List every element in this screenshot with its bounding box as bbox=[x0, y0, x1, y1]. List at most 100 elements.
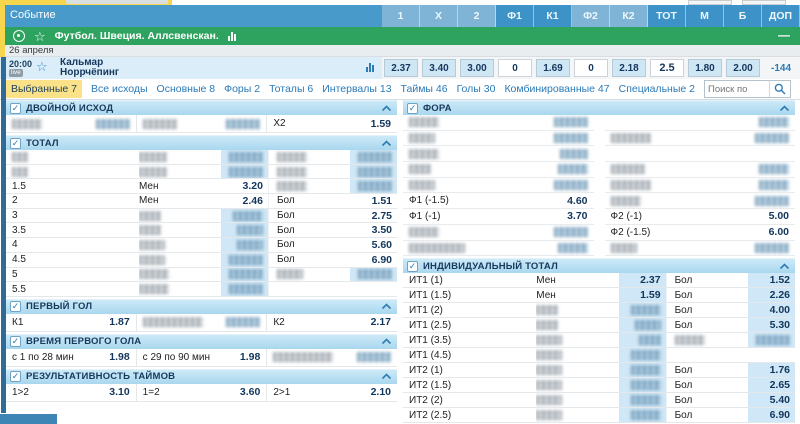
outcome-label[interactable]: Бол bbox=[665, 378, 748, 393]
section-checkbox[interactable]: ✓ bbox=[10, 301, 21, 313]
odds-column-header-Ф2[interactable]: Ф2 bbox=[572, 5, 610, 27]
event-teams[interactable]: Кальмар Норрчёпинг bbox=[60, 58, 119, 78]
tab-Основные 8[interactable]: Основные 8 bbox=[156, 83, 216, 95]
odd-value[interactable]: 1.76 bbox=[747, 363, 795, 378]
event-odd-cell[interactable]: 2.5 bbox=[650, 59, 684, 77]
league-title[interactable]: Футбол. Швеция. Аллсвенскан. bbox=[54, 30, 219, 42]
outcome-label[interactable]: ИТ2 (1.5) bbox=[409, 379, 452, 391]
event-odd-cell[interactable]: 2.00 bbox=[726, 59, 760, 77]
outcome-label[interactable]: К1 bbox=[12, 316, 24, 328]
odds-column-header-X[interactable]: X bbox=[420, 5, 458, 27]
odd-value[interactable]: 5.30 bbox=[747, 318, 795, 333]
tab-Форы 2[interactable]: Форы 2 bbox=[224, 83, 261, 95]
outcome-label[interactable]: ИТ2 (2) bbox=[409, 394, 443, 406]
outcome-label[interactable]: ИТ2 (2.5) bbox=[409, 409, 452, 421]
odd-value[interactable]: 4.60 bbox=[567, 194, 588, 207]
odd-value[interactable]: 3.20 bbox=[242, 180, 263, 193]
tab-Таймы 46[interactable]: Таймы 46 bbox=[400, 83, 448, 95]
collapse-chevron-icon[interactable] bbox=[381, 338, 392, 345]
odds-column-header-Ф1[interactable]: Ф1 bbox=[496, 5, 534, 27]
event-odd-cell[interactable]: 0 bbox=[498, 59, 532, 77]
outcome-label[interactable]: Ф2 (-1) bbox=[610, 210, 643, 222]
event-odd-cell[interactable]: 0 bbox=[574, 59, 608, 77]
tab-Специальные 2[interactable]: Специальные 2 bbox=[618, 83, 695, 95]
tab-Интервалы 13[interactable]: Интервалы 13 bbox=[322, 83, 392, 95]
outcome-label[interactable]: Бол bbox=[267, 194, 350, 208]
odd-value[interactable]: 2.37 bbox=[618, 273, 666, 288]
stats-icon[interactable] bbox=[227, 31, 236, 41]
outcome-label[interactable]: 1.5 bbox=[12, 180, 26, 192]
collapse-chevron-icon[interactable] bbox=[381, 373, 392, 380]
odd-value[interactable]: 6.90 bbox=[747, 408, 795, 423]
collapse-league-button[interactable]: — bbox=[778, 28, 790, 42]
outcome-label[interactable]: ИТ1 (4.5) bbox=[409, 349, 452, 361]
collapse-chevron-icon[interactable] bbox=[381, 303, 392, 310]
outcome-label[interactable]: Бол bbox=[267, 252, 350, 267]
odds-column-header-К2[interactable]: К2 bbox=[610, 5, 648, 27]
odds-column-header-2[interactable]: 2 bbox=[458, 5, 496, 27]
outcome-label[interactable]: 2 bbox=[12, 195, 18, 207]
section-checkbox[interactable]: ✓ bbox=[10, 371, 21, 383]
odds-column-header-ТОТ[interactable]: ТОТ bbox=[648, 5, 686, 27]
outcome-label[interactable]: Мен bbox=[138, 180, 159, 192]
outcome-label[interactable]: Бол bbox=[665, 393, 748, 408]
outcome-label[interactable]: ИТ1 (3.5) bbox=[409, 334, 452, 346]
tab-Комбинированные 47[interactable]: Комбинированные 47 bbox=[504, 83, 610, 95]
outcome-label[interactable]: 4.5 bbox=[12, 254, 26, 266]
section-checkbox[interactable]: ✓ bbox=[407, 102, 418, 114]
odd-value[interactable]: 2.65 bbox=[747, 378, 795, 393]
odd-value[interactable]: 1.52 bbox=[747, 273, 795, 288]
odd-value[interactable]: 1.98 bbox=[109, 351, 130, 364]
outcome-label[interactable]: Бол bbox=[267, 223, 350, 238]
outcome-label[interactable]: ИТ1 (1.5) bbox=[409, 289, 452, 301]
event-odd-cell[interactable]: 1.69 bbox=[536, 59, 570, 77]
outcome-label[interactable]: Бол bbox=[665, 303, 748, 318]
outcome-label[interactable]: Бол bbox=[665, 363, 748, 378]
outcome-label[interactable]: Бол bbox=[665, 273, 748, 288]
outcome-label[interactable]: Бол bbox=[665, 318, 748, 333]
section-checkbox[interactable]: ✓ bbox=[10, 102, 21, 114]
outcome-label[interactable]: ИТ1 (2.5) bbox=[409, 319, 452, 331]
outcome-label[interactable]: 2>1 bbox=[273, 386, 291, 398]
odd-value[interactable]: 1.59 bbox=[370, 117, 392, 130]
outcome-label[interactable]: Ф2 (-1.5) bbox=[610, 226, 651, 238]
odd-value[interactable]: 6.00 bbox=[768, 226, 789, 239]
outcome-label[interactable]: с 29 по 90 мин bbox=[142, 351, 210, 363]
event-odd-cell[interactable]: 2.37 bbox=[384, 59, 418, 77]
odd-value[interactable]: 2.26 bbox=[747, 288, 795, 303]
event-odd-cell[interactable]: -144 bbox=[770, 62, 791, 74]
search-button[interactable] bbox=[768, 81, 790, 97]
outcome-label[interactable]: Ф1 (-1.5) bbox=[409, 195, 449, 207]
odds-column-header-1[interactable]: 1 bbox=[382, 5, 420, 27]
outcome-label[interactable]: 5.5 bbox=[12, 283, 26, 295]
outcome-label[interactable]: Мен bbox=[138, 195, 159, 207]
outcome-label[interactable]: Мен bbox=[536, 274, 556, 286]
outcome-label[interactable]: X2 bbox=[273, 118, 286, 129]
odd-value[interactable]: 1.87 bbox=[109, 316, 130, 329]
odd-value[interactable]: 2.17 bbox=[370, 316, 392, 329]
odd-value[interactable]: 1.59 bbox=[618, 288, 666, 303]
outcome-label[interactable]: Бол bbox=[665, 288, 748, 303]
odd-value[interactable]: 1.51 bbox=[371, 194, 392, 207]
outcome-label[interactable]: 3.5 bbox=[12, 224, 26, 236]
event-odd-cell[interactable]: 3.00 bbox=[460, 59, 494, 77]
tab-Тоталы 6[interactable]: Тоталы 6 bbox=[269, 83, 314, 95]
odd-value[interactable]: 4.00 bbox=[747, 303, 795, 318]
odd-value[interactable]: 2.10 bbox=[370, 386, 392, 399]
section-checkbox[interactable]: ✓ bbox=[10, 336, 21, 348]
collapse-chevron-icon[interactable] bbox=[779, 263, 790, 270]
odd-value[interactable]: 5.60 bbox=[371, 238, 392, 251]
collapse-chevron-icon[interactable] bbox=[779, 104, 790, 112]
odd-value[interactable]: 6.90 bbox=[371, 253, 392, 266]
event-odd-cell[interactable]: 2.18 bbox=[612, 59, 646, 77]
odd-value[interactable]: 3.60 bbox=[239, 386, 261, 399]
collapse-chevron-icon[interactable] bbox=[381, 139, 392, 147]
odds-column-header-Б[interactable]: Б bbox=[724, 5, 762, 27]
section-checkbox[interactable]: ✓ bbox=[407, 260, 418, 272]
odd-value[interactable]: 3.50 bbox=[371, 224, 392, 237]
section-checkbox[interactable]: ✓ bbox=[10, 137, 21, 149]
outcome-label[interactable]: Ф1 (-1) bbox=[409, 210, 441, 222]
outcome-label[interactable]: 1>2 bbox=[12, 386, 29, 398]
outcome-label[interactable]: ИТ1 (1) bbox=[409, 274, 443, 286]
odds-column-header-М[interactable]: М bbox=[686, 5, 724, 27]
